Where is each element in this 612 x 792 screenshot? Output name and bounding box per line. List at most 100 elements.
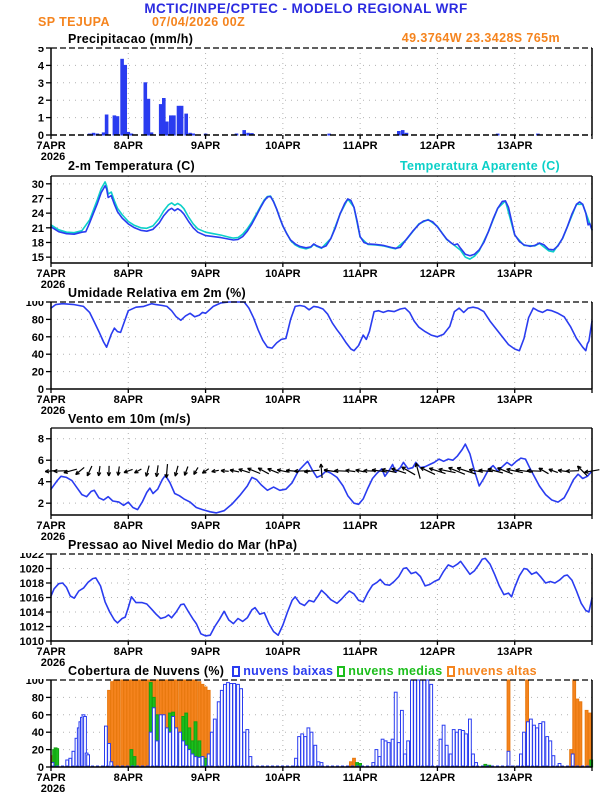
svg-text:9APR: 9APR: [191, 772, 220, 784]
svg-text:8APR: 8APR: [114, 268, 143, 280]
svg-text:80: 80: [32, 692, 44, 704]
svg-text:6: 6: [38, 455, 44, 467]
svg-text:11APR: 11APR: [343, 520, 378, 532]
svg-text:2: 2: [38, 95, 44, 107]
cloud-cover-title-row: Cobertura de Nuvens (%) nuvens baixas nu…: [68, 664, 537, 678]
page-title: MCTIC/INPE/CPTEC - MODELO REGIONAL WRF: [144, 1, 468, 16]
svg-text:3: 3: [38, 78, 44, 90]
svg-text:20: 20: [32, 367, 44, 379]
svg-text:13APR: 13APR: [497, 394, 533, 406]
svg-text:5: 5: [38, 47, 44, 55]
svg-text:8APR: 8APR: [114, 646, 143, 658]
legend-label: nuvens altas: [457, 664, 537, 678]
svg-text:4: 4: [38, 60, 45, 72]
humidity-chart: 0 20 40 60 80 100 7APR 8APR 9APR 10APR 11APR 12APR 1…: [26, 301, 593, 416]
svg-text:2026: 2026: [41, 151, 65, 162]
cloud-cover-title: Cobertura de Nuvens (%): [68, 664, 225, 678]
legend-nuvens-altas: nuvens altas: [446, 664, 537, 678]
svg-text:1012: 1012: [20, 622, 44, 634]
svg-text:0: 0: [38, 762, 44, 774]
svg-text:30: 30: [32, 179, 44, 191]
svg-text:12APR: 12APR: [420, 140, 456, 152]
svg-text:11APR: 11APR: [343, 268, 378, 280]
svg-text:1010: 1010: [20, 636, 44, 648]
svg-text:4: 4: [38, 477, 45, 489]
svg-text:13APR: 13APR: [497, 140, 533, 152]
svg-text:12APR: 12APR: [420, 646, 456, 658]
svg-text:7APR: 7APR: [36, 772, 65, 784]
svg-text:2026: 2026: [41, 279, 65, 290]
wind-title: Vento em 10m (m/s): [68, 412, 191, 426]
pressure-title: Pressao ao Nivel Medio do Mar (hPa): [68, 538, 298, 552]
svg-text:1020: 1020: [20, 564, 44, 576]
svg-text:10APR: 10APR: [265, 646, 301, 658]
svg-text:10APR: 10APR: [265, 268, 301, 280]
svg-text:13APR: 13APR: [497, 646, 533, 658]
svg-text:100: 100: [26, 679, 44, 687]
precipitation-title: Precipitacao (mm/h): [68, 32, 194, 46]
temperature-chart: 15 18 21 24 27 30 7APR 8APR 9APR 10APR 11APR 12APR 1…: [32, 175, 593, 290]
station-coordinates: 49.3764W 23.3428S 765m: [401, 31, 560, 45]
svg-text:11APR: 11APR: [343, 140, 378, 152]
svg-text:8APR: 8APR: [114, 140, 143, 152]
svg-text:10APR: 10APR: [265, 520, 301, 532]
svg-text:2026: 2026: [41, 531, 65, 542]
legend-label: nuvens medias: [348, 664, 443, 678]
legend-label: nuvens baixas: [243, 664, 334, 678]
model-run-datetime: 07/04/2026 00Z: [152, 15, 246, 29]
svg-text:21: 21: [32, 223, 44, 235]
svg-text:9APR: 9APR: [191, 140, 220, 152]
svg-text:60: 60: [32, 332, 44, 344]
pressure-chart: 1010 1012 1014 1016 1018 1020 1022 7APR 8APR 9APR…: [20, 553, 593, 668]
svg-text:1: 1: [38, 113, 44, 125]
svg-text:7APR: 7APR: [36, 394, 65, 406]
cloud-legend: nuvens baixas nuvens medias nuvens altas: [232, 664, 537, 678]
svg-text:40: 40: [32, 727, 44, 739]
svg-text:2026: 2026: [41, 783, 65, 792]
precipitation-chart: 0 1 2 3 4 5 7APR 8APR 9APR 10APR 11APR 12APR 13APR 20…: [36, 47, 593, 162]
svg-text:10APR: 10APR: [265, 772, 301, 784]
svg-text:7APR: 7APR: [36, 140, 65, 152]
svg-text:8: 8: [38, 434, 44, 446]
svg-text:1016: 1016: [20, 593, 44, 605]
svg-text:100: 100: [26, 301, 44, 309]
svg-text:60: 60: [32, 710, 44, 722]
svg-text:15: 15: [32, 252, 44, 264]
apparent-temperature-label: Temperatura Aparente (C): [399, 159, 560, 173]
nuvens-baixas-swatch-icon: [232, 665, 241, 677]
svg-text:9APR: 9APR: [191, 394, 220, 406]
svg-text:7APR: 7APR: [36, 268, 65, 280]
svg-text:24: 24: [32, 208, 45, 220]
svg-text:1022: 1022: [20, 553, 44, 561]
svg-text:80: 80: [32, 314, 44, 326]
svg-text:10APR: 10APR: [265, 140, 301, 152]
svg-text:1014: 1014: [20, 607, 45, 619]
svg-text:12APR: 12APR: [420, 772, 456, 784]
humidity-title: Umidade Relativa em 2m (%): [68, 286, 246, 300]
cloud-cover-chart: 0 20 40 60 80 100 7APR 8APR 9APR 10APR 11APR 12APR 1…: [26, 679, 594, 792]
nuvens-medias-swatch-icon: [337, 665, 346, 677]
svg-text:7APR: 7APR: [36, 520, 65, 532]
svg-text:13APR: 13APR: [497, 520, 533, 532]
svg-text:0: 0: [38, 384, 44, 396]
svg-text:2026: 2026: [41, 657, 65, 668]
svg-text:10APR: 10APR: [265, 394, 301, 406]
svg-text:12APR: 12APR: [420, 520, 456, 532]
svg-text:20: 20: [32, 745, 44, 757]
legend-nuvens-medias: nuvens medias: [337, 664, 442, 678]
svg-text:27: 27: [32, 194, 44, 206]
svg-text:7APR: 7APR: [36, 646, 65, 658]
svg-text:9APR: 9APR: [191, 268, 220, 280]
svg-text:0: 0: [38, 130, 44, 142]
wind-chart: 2 4 6 8 7APR 8APR 9APR 10APR 11APR 12APR 13APR 2026: [36, 427, 600, 542]
svg-text:9APR: 9APR: [191, 520, 220, 532]
svg-text:2026: 2026: [41, 405, 65, 416]
station-name: SP TEJUPA: [38, 15, 110, 29]
svg-text:18: 18: [32, 238, 44, 250]
svg-text:1018: 1018: [20, 578, 44, 590]
svg-text:12APR: 12APR: [420, 268, 456, 280]
svg-text:11APR: 11APR: [343, 394, 378, 406]
svg-text:2: 2: [38, 498, 44, 510]
legend-nuvens-baixas: nuvens baixas: [232, 664, 333, 678]
